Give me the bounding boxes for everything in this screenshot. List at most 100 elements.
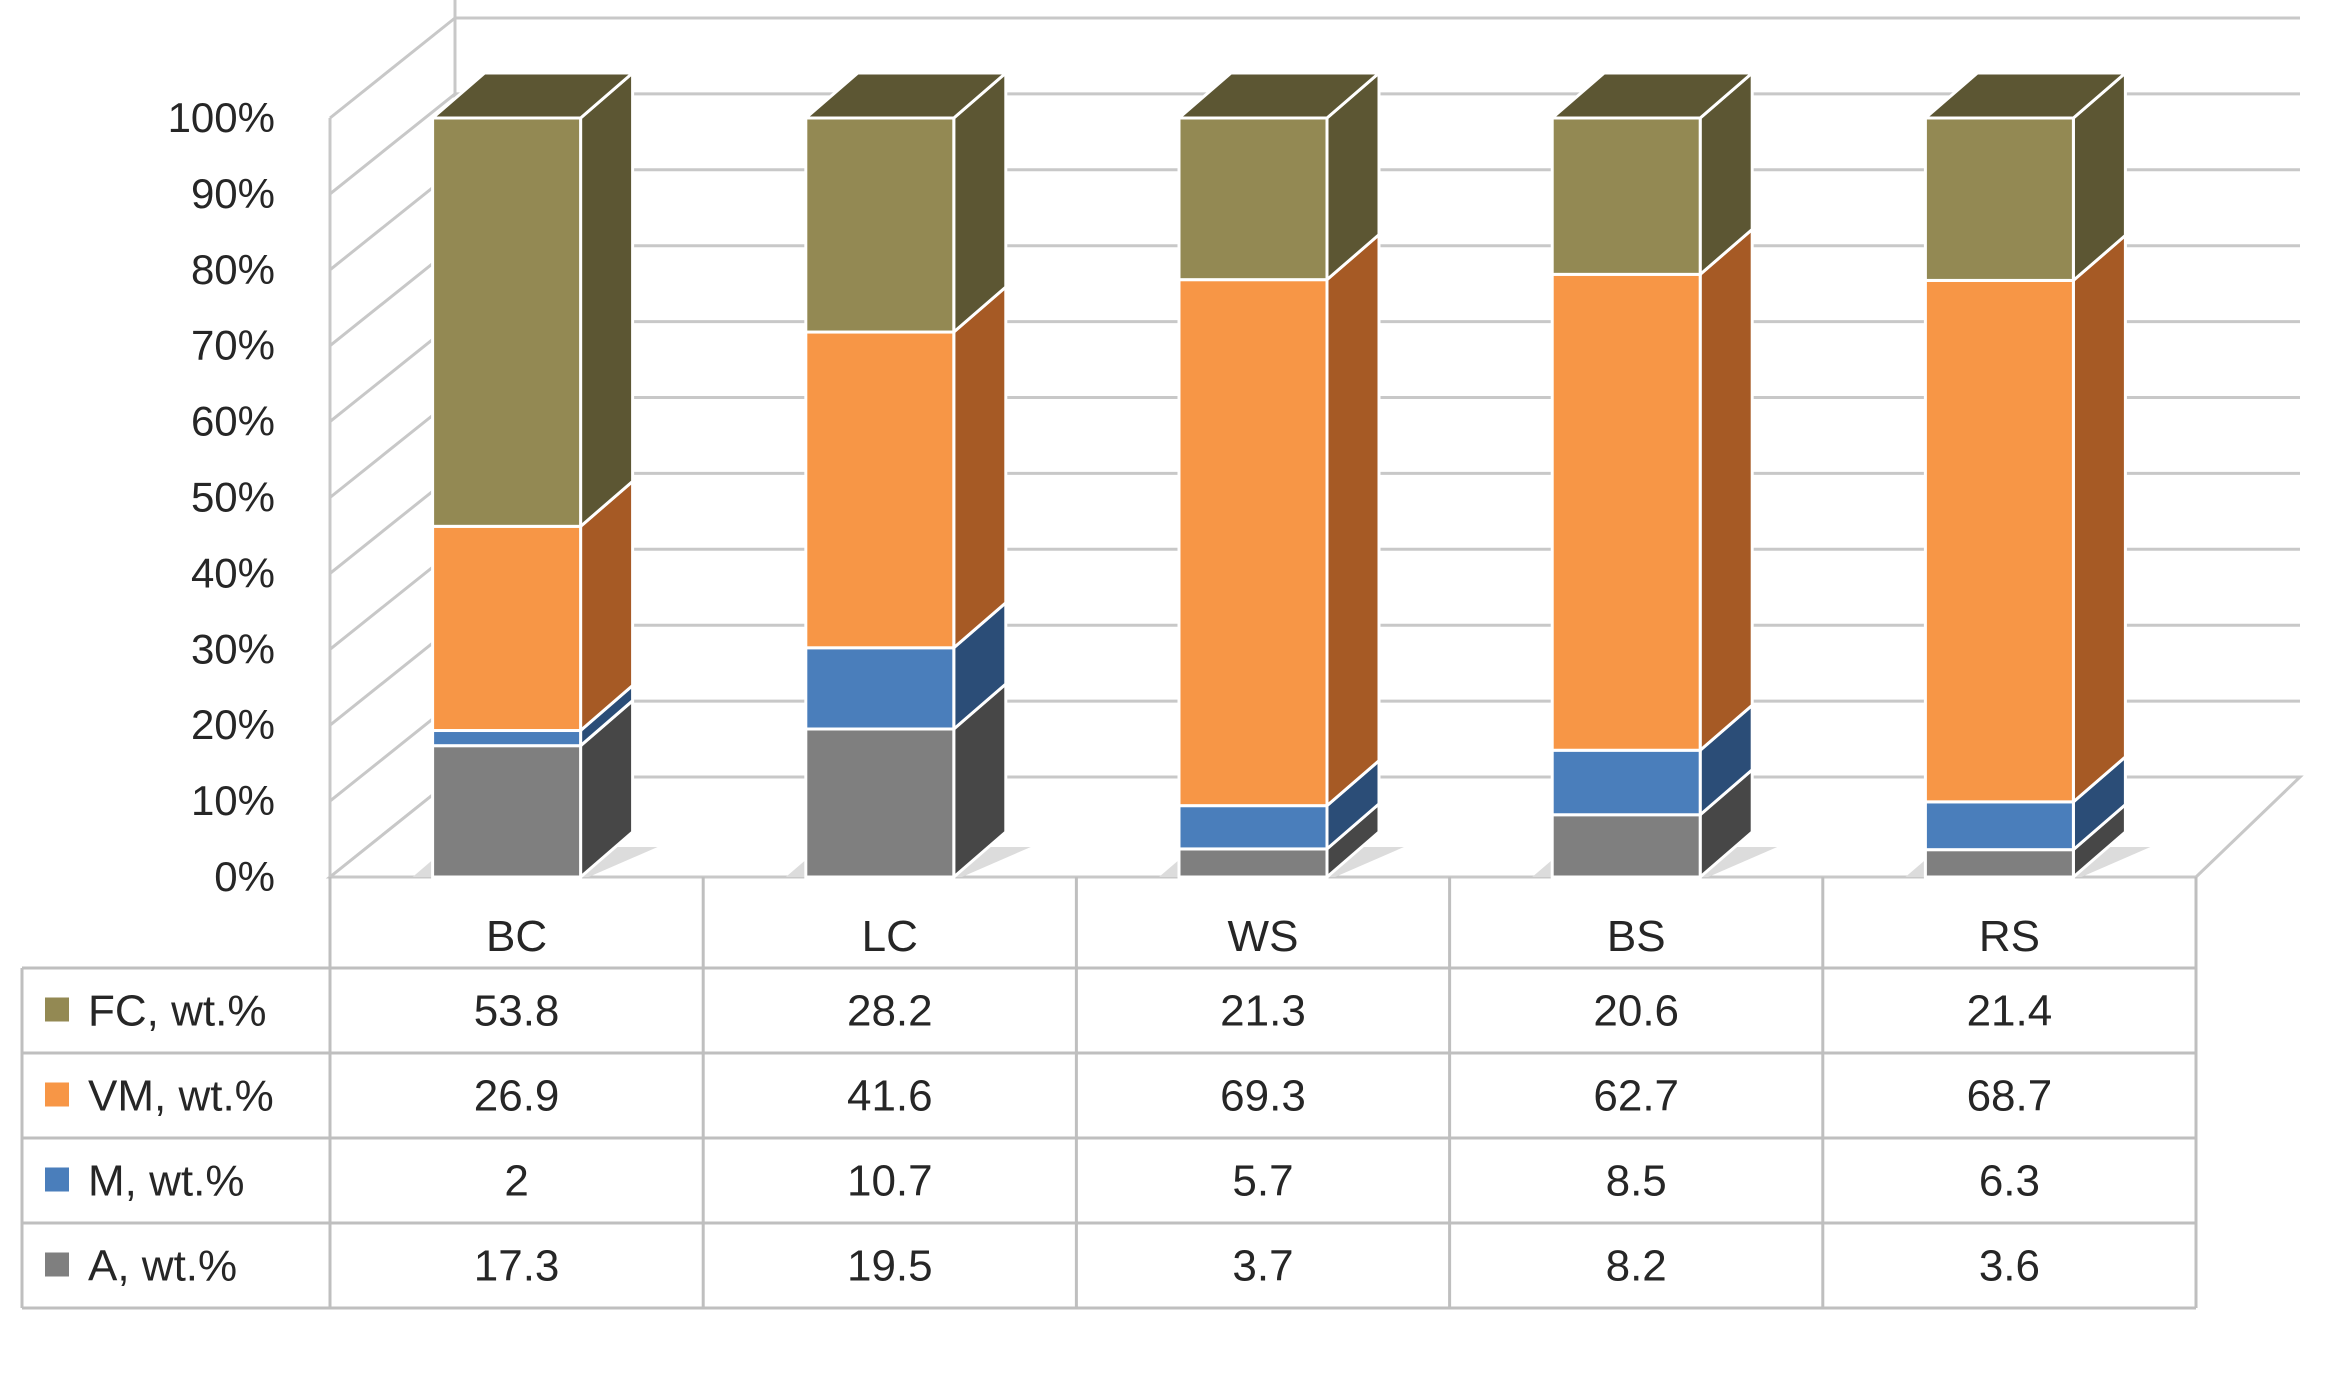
bar-front bbox=[431, 524, 583, 733]
bar-front bbox=[431, 116, 583, 528]
table-cell: 41.6 bbox=[847, 1072, 933, 1121]
bar-segment bbox=[1923, 803, 2127, 879]
bar-segment bbox=[1177, 233, 1381, 808]
legend-swatch bbox=[45, 1252, 69, 1277]
table-cell: 6.3 bbox=[1979, 1157, 2040, 1206]
bar-segment bbox=[1550, 227, 1754, 752]
bar-top bbox=[1550, 71, 1754, 120]
plot-walls bbox=[330, 0, 430, 877]
bar-front bbox=[1177, 116, 1329, 282]
y-tick-label: 30% bbox=[191, 625, 275, 672]
table-cell: 62.7 bbox=[1593, 1072, 1679, 1121]
bar-front bbox=[1177, 278, 1329, 808]
bar-side bbox=[952, 285, 1008, 650]
y-tick-label: 100% bbox=[168, 94, 275, 141]
bar-front bbox=[804, 116, 956, 334]
y-tick-label: 90% bbox=[191, 170, 275, 217]
table-header: BC LC WS BS RS bbox=[328, 877, 2198, 1308]
table-cell: 20.6 bbox=[1593, 987, 1679, 1036]
bar-front bbox=[1550, 116, 1702, 276]
table-cell: 8.2 bbox=[1606, 1242, 1667, 1291]
legend-swatch bbox=[45, 1082, 69, 1107]
bar-segment bbox=[1177, 71, 1381, 282]
bar-segment bbox=[1923, 233, 2127, 804]
table-cell: 3.7 bbox=[1232, 1242, 1293, 1291]
table-row: A, wt.% 17.3 19.5 3.7 8.2 3.6 bbox=[45, 1242, 2040, 1291]
bar-segment bbox=[431, 71, 635, 528]
table-header-cell: BS bbox=[1607, 912, 1666, 961]
table-cell: 21.4 bbox=[1967, 987, 2053, 1036]
bar-front bbox=[1550, 748, 1702, 817]
bar-side bbox=[1698, 227, 1754, 752]
bar-front bbox=[804, 330, 956, 650]
bar-front bbox=[804, 646, 956, 731]
table-header-cell: RS bbox=[1979, 912, 2040, 961]
bar-side bbox=[2071, 233, 2127, 804]
y-tick-label: 20% bbox=[191, 701, 275, 748]
table-cell: 21.3 bbox=[1220, 987, 1306, 1036]
y-tick-label: 60% bbox=[191, 398, 275, 445]
table-cell: 8.5 bbox=[1606, 1157, 1667, 1206]
bar-segment bbox=[1550, 768, 1754, 879]
bar-segment bbox=[1923, 71, 2127, 282]
bar-front bbox=[1923, 278, 2075, 804]
bar-front bbox=[1550, 272, 1702, 752]
bar-front bbox=[1923, 800, 2075, 852]
y-tick-label: 40% bbox=[191, 549, 275, 596]
table-cell: 10.7 bbox=[847, 1157, 933, 1206]
table-row: M, wt.% 2 10.7 5.7 8.5 6.3 bbox=[45, 1157, 2040, 1206]
table-row: VM, wt.% 26.9 41.6 69.3 62.7 68.7 bbox=[45, 1072, 2052, 1121]
bar-side bbox=[579, 71, 635, 528]
bar-front bbox=[1923, 116, 2075, 282]
legend-label: A, wt.% bbox=[88, 1242, 237, 1291]
bar-front bbox=[804, 727, 956, 879]
bar-top bbox=[1177, 71, 1381, 120]
bar-front bbox=[431, 729, 583, 748]
y-axis-labels: 0% 10% 20% 30% 40% 50% 60% 70% 80% 90% 100% bbox=[168, 94, 275, 900]
bar-segment bbox=[804, 285, 1008, 650]
table-cell: 2 bbox=[504, 1157, 528, 1206]
table-cell: 53.8 bbox=[474, 987, 560, 1036]
table-cell: 28.2 bbox=[847, 987, 933, 1036]
bars bbox=[412, 71, 2151, 879]
table-cell: 17.3 bbox=[474, 1242, 560, 1291]
table-header-cell: WS bbox=[1228, 912, 1299, 961]
bar-front bbox=[1550, 813, 1702, 879]
bar-top bbox=[431, 71, 635, 120]
legend-swatch bbox=[45, 1167, 69, 1192]
bar-segment bbox=[1550, 71, 1754, 276]
table-cell: 68.7 bbox=[1967, 1072, 2053, 1121]
bar-side bbox=[1325, 233, 1381, 808]
table-cell: 5.7 bbox=[1232, 1157, 1293, 1206]
legend-label: VM, wt.% bbox=[88, 1072, 274, 1121]
bar-top bbox=[1923, 71, 2127, 120]
table-row: FC, wt.% 53.8 28.2 21.3 20.6 21.4 bbox=[45, 987, 2052, 1036]
bar-segment bbox=[804, 71, 1008, 334]
y-tick-label: 70% bbox=[191, 322, 275, 369]
gridline-side bbox=[329, 16, 456, 120]
table-header-cell: BC bbox=[486, 912, 547, 961]
bar-front bbox=[1177, 804, 1329, 851]
y-tick-label: 0% bbox=[214, 853, 275, 900]
table-header-cell: LC bbox=[862, 912, 918, 961]
legend-label: M, wt.% bbox=[88, 1157, 244, 1206]
legend-swatch bbox=[45, 997, 69, 1022]
y-tick-label: 80% bbox=[191, 246, 275, 293]
bar-segment bbox=[1550, 703, 1754, 817]
table-cell: 69.3 bbox=[1220, 1072, 1306, 1121]
y-tick-label: 50% bbox=[191, 474, 275, 521]
legend-label: FC, wt.% bbox=[88, 987, 266, 1036]
gridline-side bbox=[329, 92, 456, 196]
bar-segment bbox=[431, 684, 635, 748]
table-cell: 19.5 bbox=[847, 1242, 933, 1291]
y-tick-label: 10% bbox=[191, 777, 275, 824]
table-cell: 3.6 bbox=[1979, 1242, 2040, 1291]
bar-front bbox=[1177, 847, 1329, 879]
bar-front bbox=[431, 744, 583, 879]
bar-segment bbox=[804, 682, 1008, 879]
bar-front bbox=[1923, 848, 2075, 879]
bar-top bbox=[804, 71, 1008, 120]
